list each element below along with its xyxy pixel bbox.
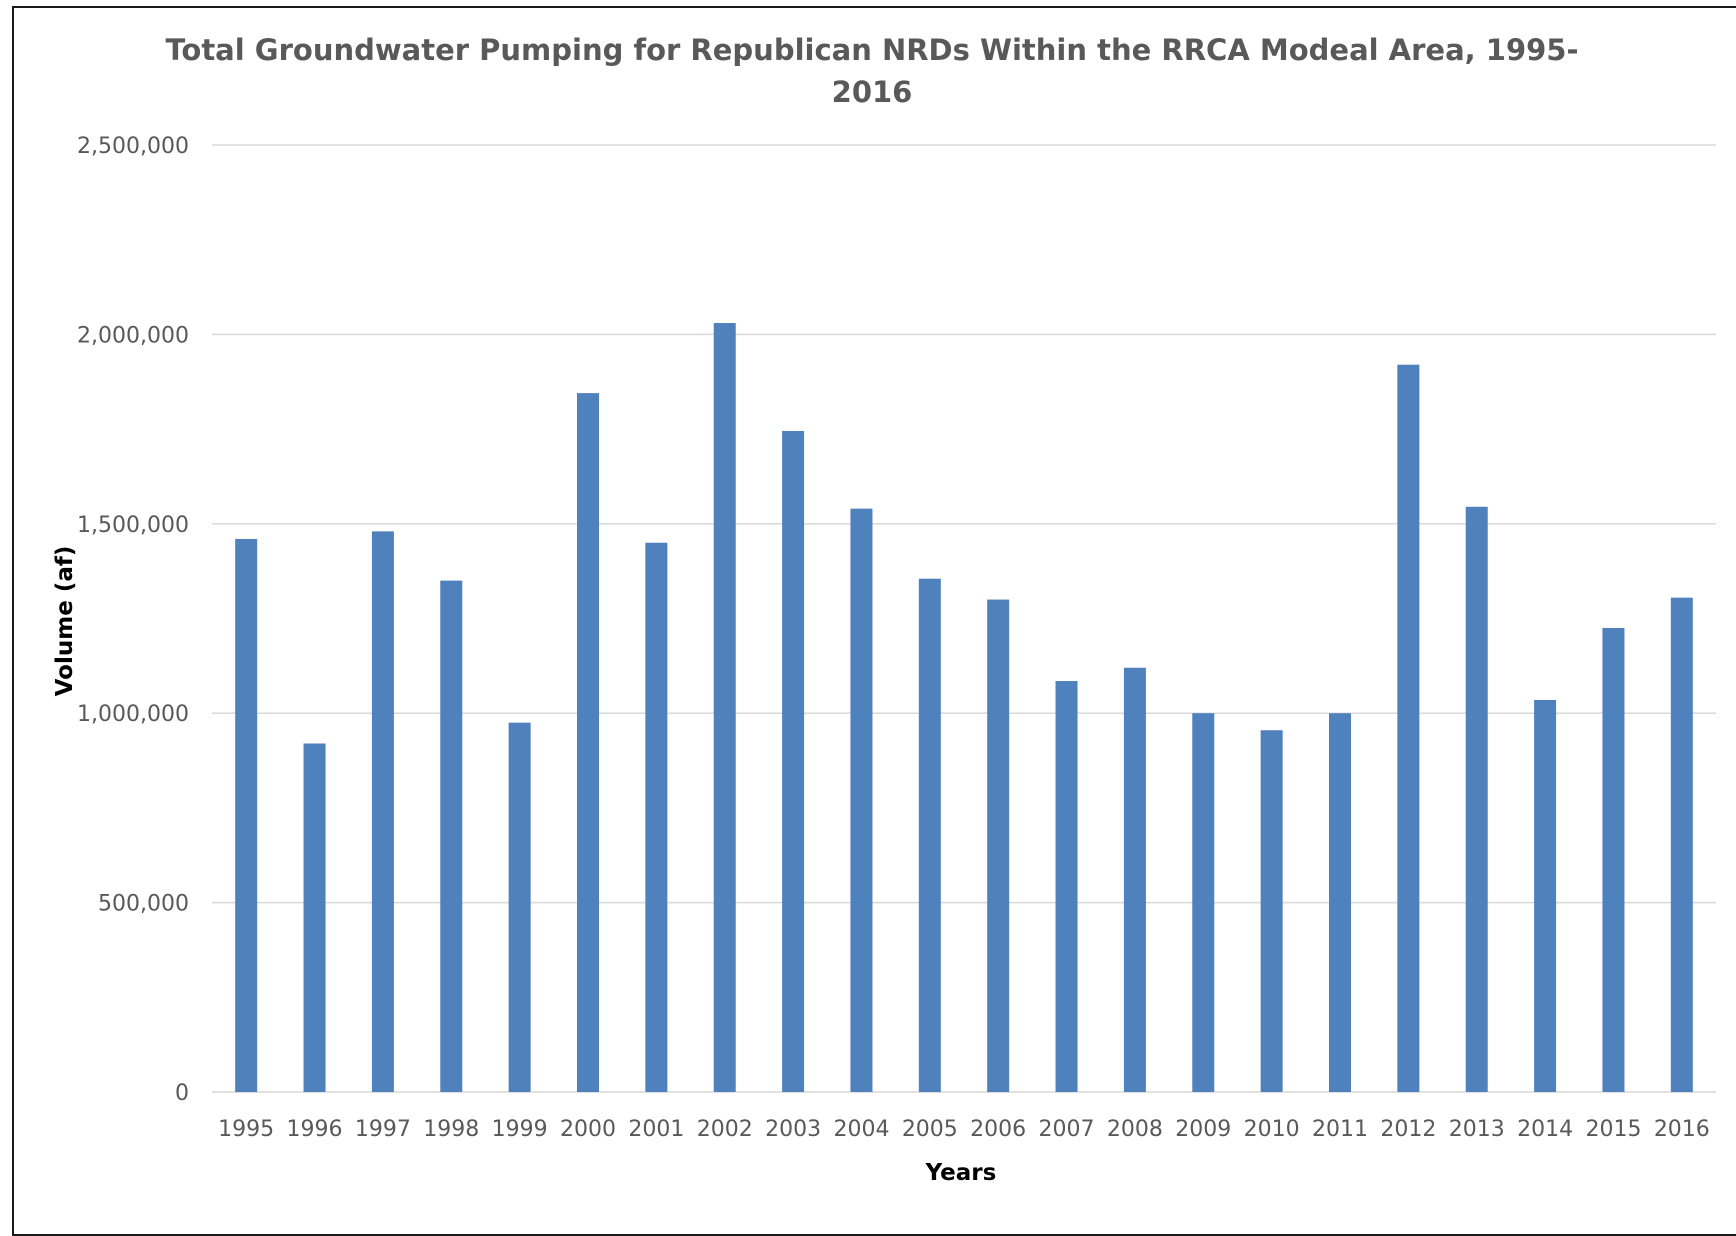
bar-2012 [1397,364,1420,1093]
y-tick-label: 2,500,000 [77,134,189,159]
bar-2013 [1465,506,1488,1092]
gridlines [212,144,1716,1093]
x-tick-label: 2002 [697,1117,753,1142]
x-tick-label: 2012 [1380,1117,1436,1142]
x-tick-label: 2014 [1517,1117,1573,1142]
y-tick-label: 1,000,000 [77,702,189,727]
bar-1999 [508,722,531,1092]
bar-1998 [440,580,463,1092]
x-tick-label: 1995 [218,1117,274,1142]
bar-1997 [371,531,394,1092]
bar-2004 [850,508,873,1092]
x-axis-tick-labels: 1995 1996 1997 1998 1999 2000 2001 2002 2003 2004… [218,1117,1710,1142]
bar-1996 [303,743,326,1092]
bar-2005 [918,578,941,1092]
bar-2003 [782,430,805,1092]
bar-2001 [645,542,668,1092]
bar-2015 [1602,627,1625,1092]
bar-2016 [1670,597,1693,1092]
y-tick-label: 0 [175,1081,189,1106]
x-tick-label: 1996 [287,1117,343,1142]
x-tick-label: 2013 [1449,1117,1505,1142]
x-tick-label: 2010 [1244,1117,1300,1142]
bar-2007 [1055,681,1078,1092]
x-tick-label: 2015 [1585,1117,1641,1142]
x-axis-title: Years [925,1160,997,1186]
x-tick-label: 2003 [765,1117,821,1142]
bar-2014 [1534,699,1557,1092]
x-tick-label: 1998 [423,1117,479,1142]
y-axis-tick-labels: 0 500,000 1,000,000 1,500,000 2,000,000 2,500… [77,134,189,1106]
x-tick-label: 2000 [560,1117,616,1142]
bar-2010 [1260,730,1283,1092]
x-tick-label: 2008 [1107,1117,1163,1142]
y-axis-title: Volume (af) [52,546,78,697]
y-tick-label: 2,000,000 [77,323,189,348]
x-tick-label: 2016 [1654,1117,1710,1142]
x-tick-label: 2004 [833,1117,889,1142]
chart-frame [12,6,1736,1236]
chart-title-line-2: 2016 [832,75,913,109]
x-tick-label: 2006 [970,1117,1026,1142]
x-tick-label: 1999 [492,1117,548,1142]
y-tick-label: 1,500,000 [77,513,189,538]
x-tick-label: 2005 [902,1117,958,1142]
bar-2008 [1123,667,1146,1092]
x-tick-label: 2007 [1039,1117,1095,1142]
y-tick-label: 500,000 [98,892,189,917]
bar-2009 [1192,713,1215,1092]
bar-2000 [577,393,599,1092]
x-tick-label: 2001 [628,1117,684,1142]
bars [235,323,1693,1093]
bar-2002 [713,323,736,1092]
bar-1995 [235,538,258,1092]
x-tick-label: 2011 [1312,1117,1368,1142]
x-tick-label: 1997 [355,1117,411,1142]
chart-title: Total Groundwater Pumping for Republican… [165,33,1578,109]
chart-title-line-1: Total Groundwater Pumping for Republican… [165,33,1578,67]
bar-2011 [1329,713,1351,1092]
x-tick-label: 2009 [1175,1117,1231,1142]
bar-2006 [987,599,1010,1092]
